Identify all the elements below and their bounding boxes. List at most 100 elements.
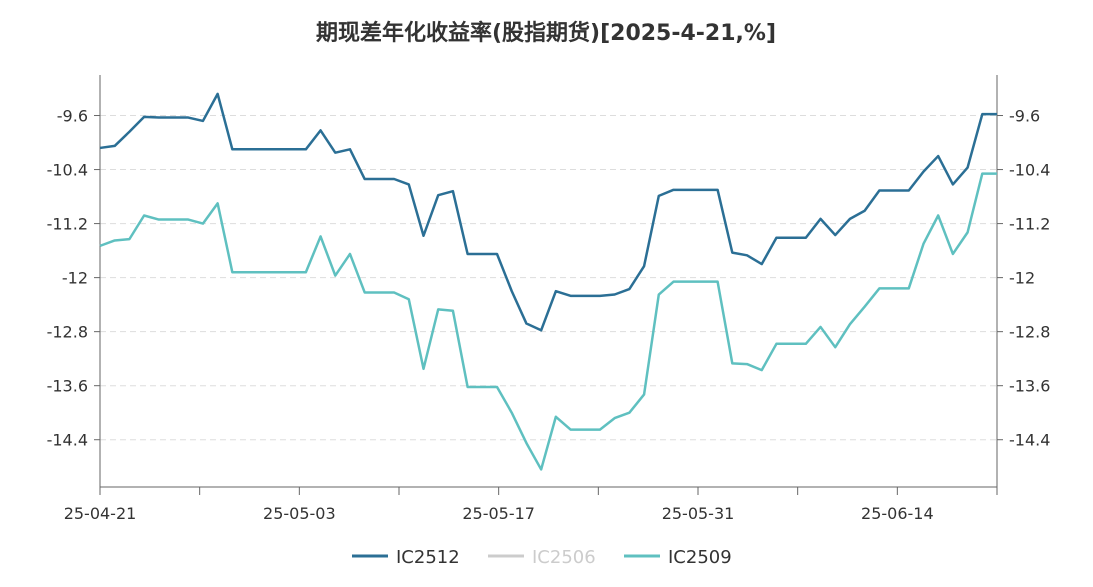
data-point-IC2509: [273, 269, 279, 275]
data-point-IC2509: [523, 440, 529, 446]
data-point-IC2512: [229, 146, 235, 152]
data-point-IC2512: [994, 111, 1000, 117]
data-point-IC2512: [185, 115, 191, 121]
data-point-IC2509: [435, 306, 441, 312]
data-point-IC2512: [876, 187, 882, 193]
data-point-IC2509: [376, 289, 382, 295]
data-point-IC2512: [803, 235, 809, 241]
x-tick-label: 25-06-14: [861, 504, 934, 523]
y-tick-label-left: -12: [62, 269, 88, 288]
data-point-IC2512: [273, 146, 279, 152]
data-point-IC2512: [465, 251, 471, 257]
data-point-IC2509: [847, 321, 853, 327]
data-point-IC2512: [950, 181, 956, 187]
x-tick-label: 25-05-03: [263, 504, 336, 523]
legend-label: IC2509: [668, 547, 732, 568]
data-point-IC2512: [391, 176, 397, 182]
data-point-IC2509: [818, 324, 824, 330]
data-point-IC2512: [171, 115, 177, 121]
data-point-IC2512: [935, 153, 941, 159]
data-point-IC2509: [215, 200, 221, 206]
data-point-IC2512: [347, 146, 353, 152]
data-point-IC2512: [126, 129, 132, 135]
y-tick-label-left: -14.4: [47, 431, 88, 450]
data-point-IC2509: [450, 308, 456, 314]
data-point-IC2509: [920, 241, 926, 247]
data-point-IC2509: [641, 391, 647, 397]
data-point-IC2512: [435, 192, 441, 198]
data-point-IC2512: [332, 150, 338, 156]
data-point-IC2512: [965, 165, 971, 171]
data-point-IC2509: [700, 279, 706, 285]
y-tick-label-left: -12.8: [47, 323, 88, 342]
data-point-IC2512: [612, 292, 618, 298]
data-point-IC2509: [141, 212, 147, 218]
y-tick-label-right: -13.6: [1009, 377, 1050, 396]
data-point-IC2509: [391, 289, 397, 295]
data-point-IC2509: [803, 341, 809, 347]
y-tick-label-left: -13.6: [47, 377, 88, 396]
data-point-IC2509: [979, 171, 985, 177]
data-point-IC2509: [303, 269, 309, 275]
data-point-IC2509: [582, 427, 588, 433]
y-tick-label-right: -12.8: [1009, 323, 1050, 342]
y-tick-label-right: -12: [1009, 269, 1035, 288]
y-tick-label-right: -10.4: [1009, 161, 1050, 180]
data-point-IC2512: [200, 118, 206, 124]
data-point-IC2509: [200, 221, 206, 227]
y-tick-label-right: -14.4: [1009, 431, 1050, 450]
data-point-IC2512: [729, 250, 735, 256]
data-point-IC2509: [965, 229, 971, 235]
series-line-IC2509: [99, 172, 997, 471]
data-point-IC2512: [656, 193, 662, 199]
data-point-IC2512: [597, 293, 603, 299]
data-point-IC2512: [494, 251, 500, 257]
data-point-IC2509: [788, 341, 794, 347]
y-tick-label-right: -11.2: [1009, 215, 1050, 234]
data-point-IC2512: [979, 111, 985, 117]
data-point-IC2509: [465, 384, 471, 390]
data-point-IC2512: [538, 327, 544, 333]
axes: -9.6 -9.6 -10.4 -10.4 -11.2 -11.2 -12 -12 -12.8 -…: [47, 75, 1050, 523]
data-point-IC2509: [670, 279, 676, 285]
data-point-IC2509: [288, 269, 294, 275]
x-tick-label: 25-05-31: [662, 504, 735, 523]
data-point-IC2509: [406, 296, 412, 302]
data-point-IC2509: [347, 251, 353, 257]
data-point-IC2512: [421, 233, 427, 239]
series-line-IC2512: [99, 92, 997, 332]
data-point-IC2512: [568, 293, 574, 299]
legend-item-IC2506[interactable]: IC2506: [488, 547, 596, 568]
data-point-IC2512: [582, 293, 588, 299]
legend-item-IC2509[interactable]: IC2509: [624, 547, 732, 568]
data-point-IC2509: [259, 269, 265, 275]
data-point-IC2509: [950, 251, 956, 257]
data-point-IC2512: [832, 232, 838, 238]
data-point-IC2512: [759, 261, 765, 267]
data-point-IC2512: [479, 251, 485, 257]
data-point-IC2512: [641, 263, 647, 269]
y-tick-label-left: -11.2: [47, 215, 88, 234]
data-point-IC2512: [406, 181, 412, 187]
data-point-IC2509: [994, 171, 1000, 177]
data-point-IC2512: [112, 143, 118, 149]
data-point-IC2512: [700, 187, 706, 193]
legend-item-IC2512[interactable]: IC2512: [352, 547, 460, 568]
data-point-IC2509: [229, 269, 235, 275]
data-point-IC2509: [362, 289, 368, 295]
data-point-IC2512: [626, 286, 632, 292]
data-point-IC2509: [935, 212, 941, 218]
data-point-IC2509: [876, 285, 882, 291]
x-tick-label: 25-05-17: [462, 504, 535, 523]
data-point-IC2512: [788, 235, 794, 241]
data-point-IC2509: [494, 384, 500, 390]
data-point-IC2512: [920, 169, 926, 175]
legend[interactable]: IC2512 IC2506 IC2509: [352, 547, 732, 568]
data-point-IC2512: [156, 115, 162, 121]
y-tick-label-left: -9.6: [57, 107, 88, 126]
data-point-IC2512: [288, 146, 294, 152]
data-point-IC2509: [553, 414, 559, 420]
data-point-IC2509: [421, 366, 427, 372]
